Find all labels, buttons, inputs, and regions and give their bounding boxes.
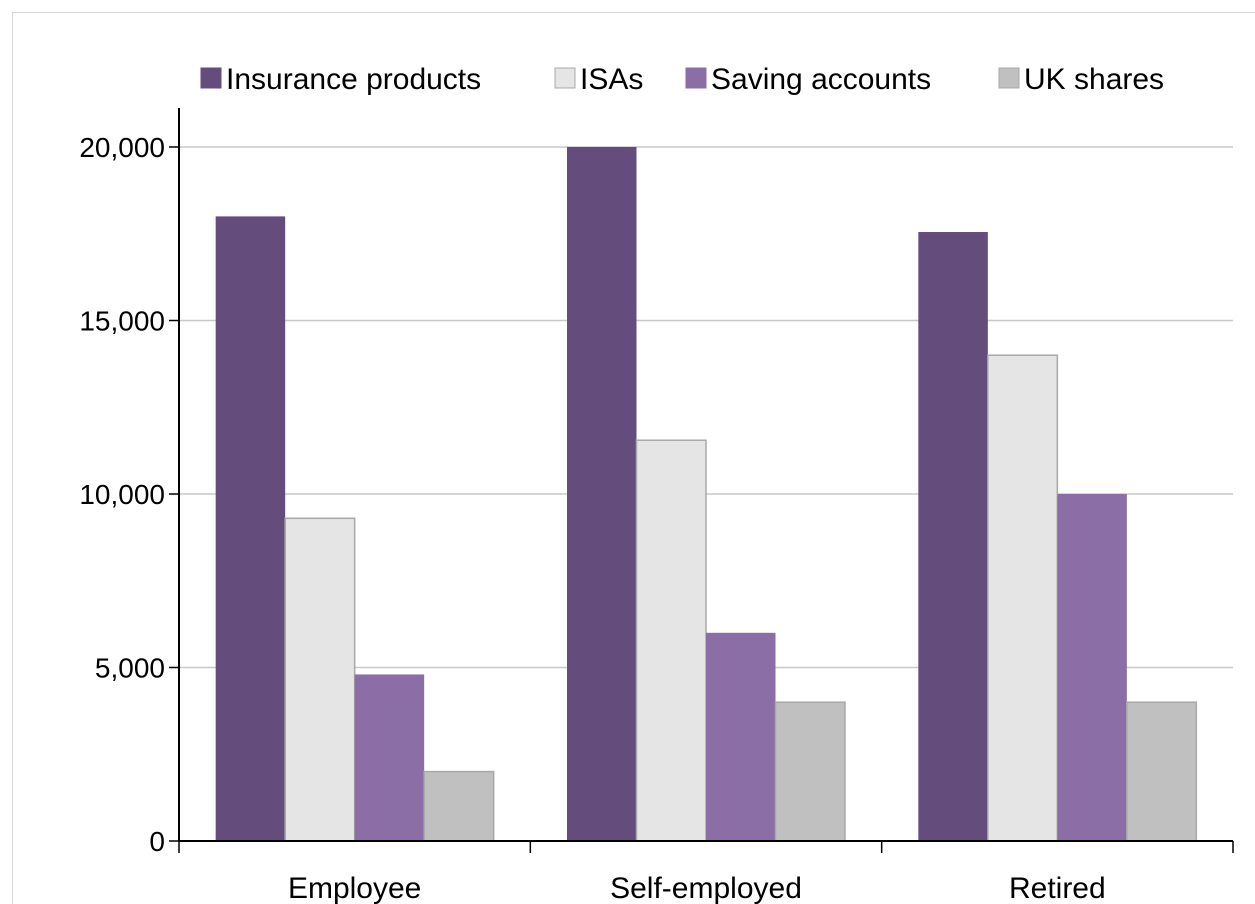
bar-insurance-products	[567, 147, 637, 841]
legend-label: UK shares	[1024, 63, 1164, 96]
bar-isas	[635, 439, 707, 842]
legend-label: ISAs	[580, 63, 643, 96]
legend-swatch	[998, 67, 1020, 89]
bar-insurance-products	[918, 232, 988, 841]
y-tick-label: 15,000	[79, 306, 165, 337]
bar-saving-accounts	[1057, 494, 1127, 841]
y-tick-label: 10,000	[79, 479, 165, 510]
bar-uk-shares	[774, 701, 846, 842]
x-tick-label: Retired	[1009, 872, 1106, 904]
bar-insurance-products	[215, 216, 286, 841]
bar-isas	[987, 354, 1059, 842]
legend: Insurance products ISAs Saving accounts UK …	[200, 63, 1164, 96]
x-tick-label: Self-employed	[610, 872, 802, 904]
bar-uk-shares	[423, 770, 495, 842]
axes: 0 5,000 10,000 15,000 20,000 Employee Self-emp…	[79, 108, 1234, 904]
bar-saving-accounts	[706, 632, 776, 841]
y-tick-label: 5,000	[95, 653, 165, 684]
legend-swatch	[200, 67, 222, 89]
legend-label: Insurance products	[226, 63, 481, 96]
bar-saving-accounts	[354, 674, 425, 841]
legend-swatch	[685, 67, 707, 89]
bar-uk-shares	[1126, 701, 1198, 842]
legend-label: Saving accounts	[711, 63, 931, 96]
bar-isas	[284, 517, 356, 842]
bars	[215, 147, 1198, 842]
y-tick-label: 0	[149, 826, 165, 857]
x-tick-label: Employee	[288, 872, 421, 904]
y-tick-label: 20,000	[79, 132, 165, 163]
legend-swatch	[554, 67, 576, 89]
